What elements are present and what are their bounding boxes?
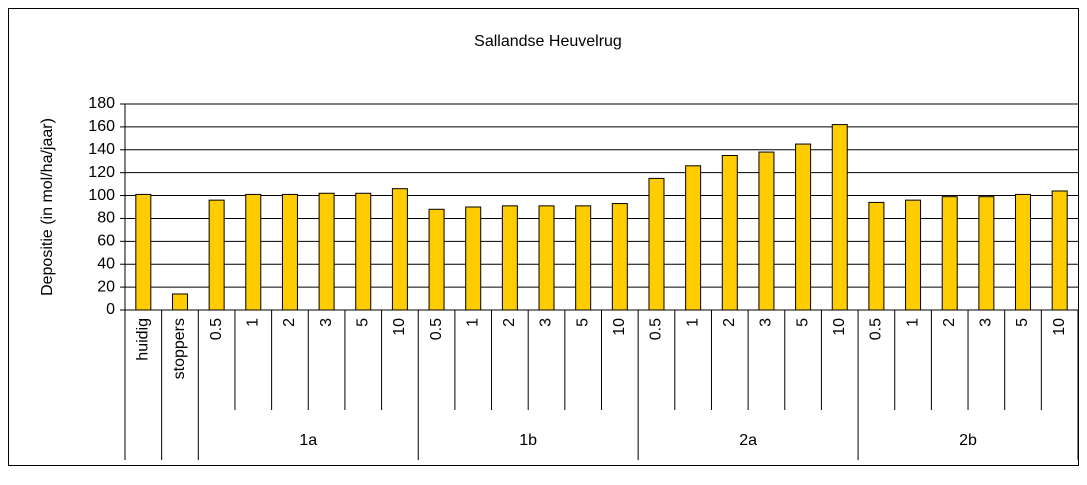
x-tick-label: 10 — [1051, 318, 1068, 336]
y-tick-label: 80 — [97, 210, 115, 227]
bar — [245, 193, 262, 311]
bar — [501, 205, 518, 311]
x-tick-label: 1 — [684, 318, 701, 327]
bar — [905, 199, 922, 311]
x-tick-label: 10 — [831, 318, 848, 336]
bar — [391, 188, 408, 311]
bar — [318, 192, 335, 311]
x-tick-label: 5 — [794, 318, 811, 327]
bar — [941, 196, 958, 311]
bar — [721, 155, 738, 311]
group-label: 2a — [739, 432, 757, 449]
x-tick-label: 2 — [501, 318, 518, 327]
bar — [685, 165, 702, 311]
bar — [978, 196, 995, 311]
y-tick-label: 160 — [88, 118, 115, 135]
chart-title: Sallandse Heuvelrug — [474, 33, 622, 50]
group-label: 1b — [519, 432, 537, 449]
x-tick-label: 10 — [391, 318, 408, 336]
bar — [831, 124, 848, 311]
bar — [758, 151, 775, 311]
x-tick-label: 1 — [245, 318, 262, 327]
x-tick-label: 10 — [611, 318, 628, 336]
x-tick-label: 1 — [904, 318, 921, 327]
y-tick-label: 20 — [97, 278, 115, 295]
bar — [171, 293, 188, 311]
x-tick-label: 3 — [538, 318, 555, 327]
bar — [575, 205, 592, 311]
x-tick-label: 2 — [281, 318, 298, 327]
x-tick-label: 5 — [354, 318, 371, 327]
bar — [135, 193, 152, 311]
bar — [611, 203, 628, 311]
group-label: 1a — [299, 432, 317, 449]
y-axis-label: Depositie (in mol/ha/jaar) — [39, 118, 56, 296]
x-tick-label: 3 — [978, 318, 995, 327]
bar — [868, 201, 885, 311]
x-tick-label: 2 — [941, 318, 958, 327]
bar — [795, 143, 812, 311]
x-tick-label: 3 — [318, 318, 335, 327]
bar — [1051, 190, 1068, 311]
bar — [538, 205, 555, 311]
bar — [208, 199, 225, 311]
x-tick-label: 0.5 — [648, 318, 665, 340]
x-tick-label: 5 — [574, 318, 591, 327]
x-tick-label: 3 — [758, 318, 775, 327]
y-tick-label: 40 — [97, 255, 115, 272]
x-tick-label: 0.5 — [868, 318, 885, 340]
bar — [281, 193, 298, 311]
y-tick-label: 180 — [88, 95, 115, 112]
x-tick-label: 1 — [464, 318, 481, 327]
x-tick-label: 0.5 — [428, 318, 445, 340]
bar — [355, 192, 372, 311]
y-tick-label: 100 — [88, 187, 115, 204]
x-tick-label: 0.5 — [208, 318, 225, 340]
y-tick-label: 60 — [97, 233, 115, 250]
group-label: 2b — [959, 432, 977, 449]
bar — [1015, 193, 1032, 311]
x-tick-label: stoppers — [171, 318, 188, 379]
bar — [428, 208, 445, 311]
x-tick-label: 2 — [721, 318, 738, 327]
y-tick-label: 0 — [106, 301, 115, 318]
bar — [465, 206, 482, 311]
y-tick-label: 140 — [88, 141, 115, 158]
y-tick-label: 120 — [88, 164, 115, 181]
x-tick-label: huidig — [135, 318, 152, 361]
bar — [648, 177, 665, 311]
x-tick-label: 5 — [1014, 318, 1031, 327]
